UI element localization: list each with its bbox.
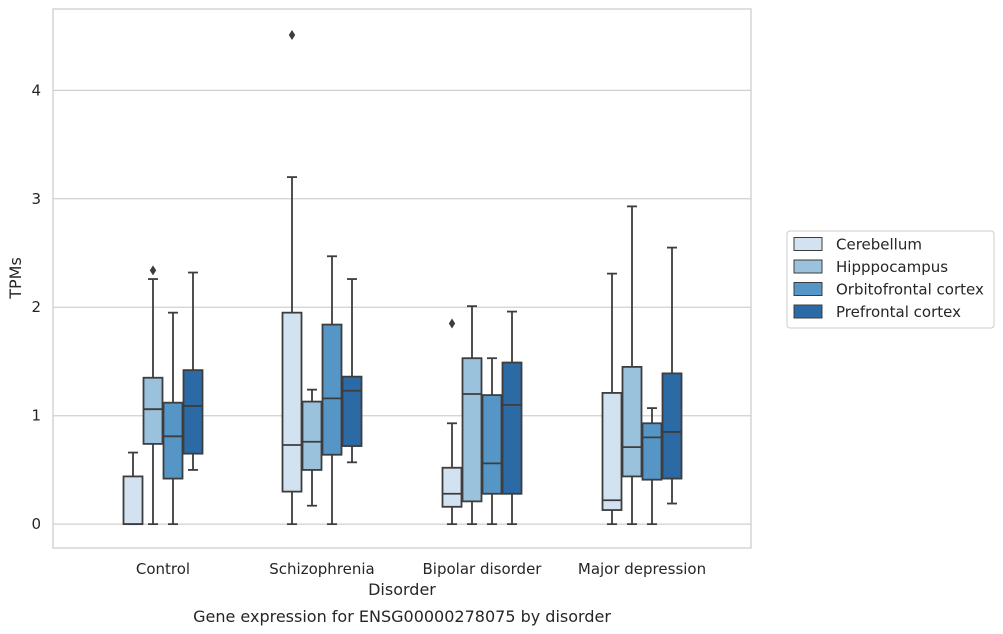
legend-label: Hipppocampus — [836, 258, 948, 276]
box — [501, 310, 523, 526]
box — [182, 271, 204, 471]
outlier-marker — [149, 265, 157, 276]
iqr-box — [601, 392, 623, 511]
box — [341, 278, 363, 464]
boxes — [122, 30, 683, 526]
x-tick-labels: Control Schizophrenia Bipolar disorder Majo… — [136, 560, 706, 578]
outlier-marker — [288, 30, 296, 41]
iqr-box — [281, 311, 303, 493]
iqr-box — [341, 375, 363, 447]
box — [122, 451, 144, 526]
box — [601, 272, 623, 526]
x-tick-label: Bipolar disorder — [423, 560, 543, 578]
iqr-box — [182, 369, 204, 455]
y-tick-label: 3 — [31, 190, 41, 208]
legend-swatch — [793, 304, 823, 319]
iqr-box — [162, 401, 184, 480]
iqr-box — [301, 400, 323, 471]
box — [321, 255, 343, 526]
legend-frame — [786, 230, 995, 329]
box — [281, 30, 303, 526]
x-tick-label: Control — [136, 560, 190, 578]
y-axis-label: TPMs — [6, 257, 25, 300]
box — [142, 265, 164, 526]
iqr-box — [481, 394, 503, 495]
legend-swatch — [793, 237, 823, 251]
iqr-box — [621, 365, 643, 478]
iqr-box — [122, 475, 144, 526]
box — [641, 407, 663, 526]
legend: Cerebellum Hipppocampus Orbitofrontal cort… — [786, 230, 995, 329]
y-tick-labels: 0 1 2 3 4 — [31, 81, 41, 533]
iqr-box — [661, 372, 683, 480]
iqr-box — [461, 357, 483, 503]
iqr-box — [321, 323, 343, 456]
iqr-box — [142, 376, 164, 445]
box — [301, 388, 323, 507]
outlier-marker — [448, 318, 456, 329]
legend-swatch — [793, 259, 823, 274]
iqr-box — [441, 466, 463, 508]
legend-label: Cerebellum — [836, 236, 922, 254]
y-tick-label: 0 — [31, 515, 41, 533]
x-tick-label: Major depression — [578, 560, 706, 578]
iqr-box — [641, 422, 663, 481]
x-tick-label: Schizophrenia — [269, 560, 374, 578]
box — [621, 205, 643, 526]
legend-label: Orbitofrontal cortex — [836, 281, 984, 299]
x-axis-label: Disorder — [368, 580, 436, 599]
box — [461, 305, 483, 526]
box — [441, 318, 463, 526]
box — [481, 357, 503, 526]
legend-swatch — [793, 282, 823, 296]
legend-label: Prefrontal cortex — [836, 303, 961, 321]
y-tick-label: 2 — [31, 298, 41, 316]
y-tick-label: 1 — [31, 407, 41, 425]
iqr-box — [501, 361, 523, 495]
box — [661, 246, 683, 505]
box — [162, 311, 184, 526]
chart-caption: Gene expression for ENSG00000278075 by d… — [193, 607, 611, 626]
y-tick-label: 4 — [31, 81, 41, 99]
